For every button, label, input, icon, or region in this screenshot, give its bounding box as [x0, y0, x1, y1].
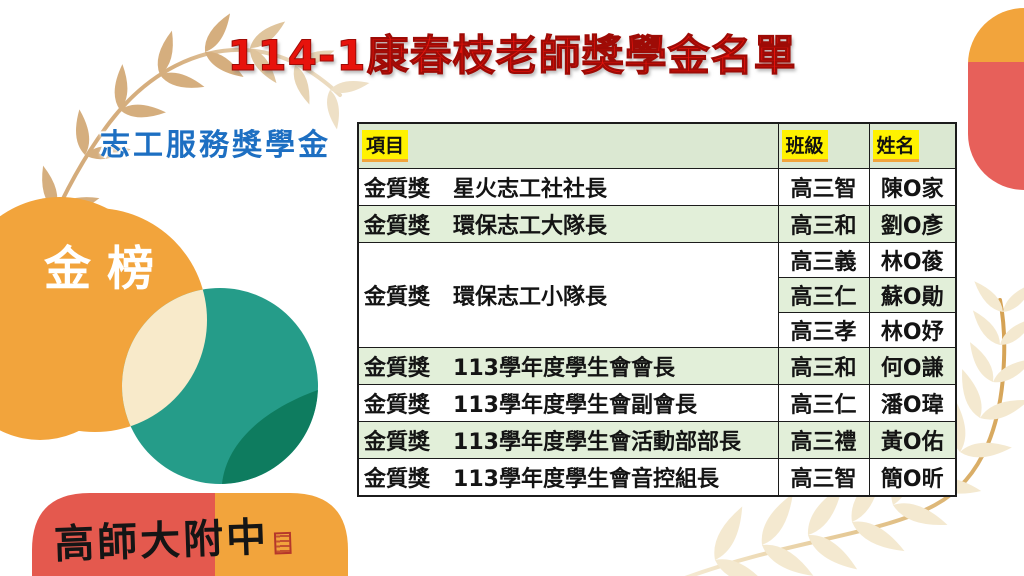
header-name-highlight: 姓名	[872, 130, 919, 162]
item-cell: 金質獎 環保志工大隊長	[357, 205, 779, 243]
award-label: 金質獎	[364, 177, 431, 202]
table-row: 金質獎 113學年度學生會音控組長 高三智 簡O昕	[357, 458, 957, 497]
school-logo-text: 高師大附中	[53, 513, 270, 569]
name-cell: 陳O家	[868, 168, 957, 206]
section-label: 志工服務獎學金	[100, 128, 331, 163]
header-class: 班級	[777, 122, 870, 169]
name-cell: 林O葰	[868, 242, 957, 278]
award-label: 金質獎	[364, 430, 431, 455]
item-label: 113學年度學生會副會長	[453, 393, 697, 418]
item-cell: 金質獎 113學年度學生會會長	[357, 347, 779, 385]
table-row: 金質獎 113學年度學生會活動部部長 高三禮 黃O佑	[357, 421, 957, 459]
name-cell: 何O謙	[868, 347, 957, 385]
award-label: 金質獎	[364, 214, 431, 239]
item-cell: 金質獎 星火志工社社長	[357, 168, 779, 206]
class-cell: 高三智	[777, 168, 870, 206]
name-cell: 黃O佑	[868, 421, 957, 459]
award-label: 金質獎	[364, 393, 431, 418]
table-header-row: 項目 班級 姓名	[357, 122, 957, 169]
item-label: 環保志工大隊長	[453, 214, 608, 239]
header-item: 項目	[357, 122, 779, 169]
item-cell: 金質獎 113學年度學生會活動部部長	[357, 421, 779, 459]
item-label: 星火志工社社長	[453, 177, 608, 202]
item-label: 113學年度學生會會長	[453, 356, 675, 381]
name-cell: 簡O昕	[868, 458, 957, 497]
table-row: 金質獎 環保志工小隊長 高三義 林O葰	[357, 242, 957, 348]
table-row: 金質獎 113學年度學生會會長 高三和 何O謙	[357, 347, 957, 385]
class-cell: 高三仁	[777, 277, 870, 313]
header-class-highlight: 班級	[781, 130, 828, 162]
cream-lens	[122, 288, 207, 432]
table-row: 金質獎 環保志工大隊長 高三和 劉O彥	[357, 205, 957, 243]
item-label: 113學年度學生會活動部部長	[453, 430, 741, 455]
class-cell: 高三孝	[777, 312, 870, 348]
dark-green-segment	[222, 390, 318, 484]
name-cell: 林O妤	[868, 312, 957, 348]
class-cell: 高三仁	[777, 384, 870, 422]
dome-red-half	[32, 493, 215, 576]
award-label: 金質獎	[364, 356, 431, 381]
class-cell: 高三智	[777, 458, 870, 497]
table-row: 高三仁 蘇O勛	[358, 277, 957, 313]
item-cell: 金質獎 113學年度學生會音控組長	[357, 458, 779, 497]
slide-title: 114-1康春枝老師獎學金名單	[227, 31, 797, 81]
item-label: 環保志工小隊長	[453, 285, 608, 310]
header-name: 姓名	[868, 122, 957, 169]
school-logo: 高師大附中	[53, 504, 292, 570]
name-cell: 潘O瑋	[868, 384, 957, 422]
class-cell: 高三義	[777, 242, 870, 278]
award-label: 金質獎	[364, 467, 431, 492]
class-cell: 高三和	[777, 347, 870, 385]
awards-table: 項目 班級 姓名 金質獎 星火志工社社長 高三智 陳O家 金質獎 環保志工大隊長 高三和 劉O…	[357, 122, 957, 497]
gold-list-badge: 金榜	[44, 242, 170, 297]
table-row: 高三孝 林O妤	[358, 312, 957, 348]
class-cell: 高三和	[777, 205, 870, 243]
name-cell: 劉O彥	[868, 205, 957, 243]
class-cell: 高三禮	[777, 421, 870, 459]
table-row: 金質獎 113學年度學生會副會長 高三仁 潘O瑋	[357, 384, 957, 422]
header-item-highlight: 項目	[362, 130, 409, 162]
item-cell: 金質獎 113學年度學生會副會長	[357, 384, 779, 422]
award-label: 金質獎	[364, 285, 431, 310]
table-row: 金質獎 星火志工社社長 高三智 陳O家	[357, 168, 957, 206]
orange-blob	[0, 197, 207, 440]
item-label: 113學年度學生會音控組長	[453, 467, 719, 492]
item-cell: 金質獎 環保志工小隊長	[357, 242, 779, 348]
name-cell: 蘇O勛	[868, 277, 957, 313]
seal-stamp	[273, 531, 292, 555]
laurel-branch-bottom-right	[684, 277, 1024, 576]
